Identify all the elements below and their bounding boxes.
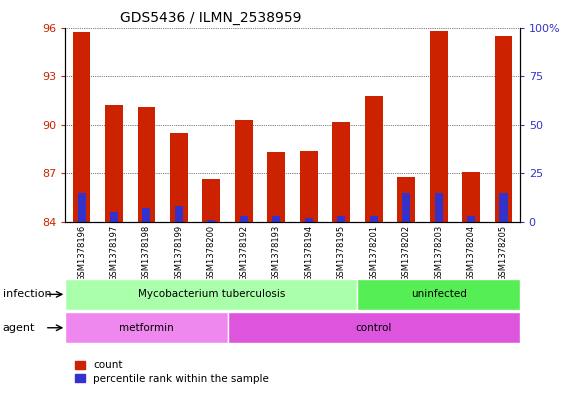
Text: GSM1378203: GSM1378203 [434, 225, 443, 281]
Bar [110, 212, 118, 222]
Bar [499, 193, 508, 222]
Legend: count, percentile rank within the sample: count, percentile rank within the sample [70, 356, 273, 388]
Bar [337, 216, 345, 222]
Text: GSM1378196: GSM1378196 [77, 225, 86, 281]
Bar [300, 151, 318, 222]
Bar [73, 32, 90, 222]
Bar [462, 172, 480, 222]
Text: GSM1378195: GSM1378195 [337, 225, 346, 281]
Text: GSM1378192: GSM1378192 [239, 225, 248, 281]
Bar [137, 107, 156, 222]
Text: Mycobacterium tuberculosis: Mycobacterium tuberculosis [137, 289, 285, 299]
Bar [495, 36, 512, 222]
Text: GSM1378204: GSM1378204 [466, 225, 475, 281]
Bar [240, 216, 248, 222]
Bar [170, 133, 188, 222]
Text: agent: agent [3, 323, 35, 333]
Bar [435, 193, 442, 222]
Text: uninfected: uninfected [411, 289, 466, 299]
Bar [65, 312, 228, 343]
Text: GSM1378199: GSM1378199 [174, 225, 183, 281]
Bar [175, 206, 183, 222]
Bar [202, 179, 220, 222]
Bar [207, 220, 215, 222]
Bar [235, 120, 253, 222]
Text: metformin: metformin [119, 323, 174, 333]
Bar [272, 216, 280, 222]
Text: GSM1378202: GSM1378202 [402, 225, 411, 281]
Text: GSM1378200: GSM1378200 [207, 225, 216, 281]
Bar [429, 31, 448, 222]
Bar [228, 312, 520, 343]
Bar [365, 95, 383, 222]
Bar [268, 152, 285, 222]
Text: infection: infection [3, 289, 52, 299]
Bar [304, 218, 313, 222]
Text: GSM1378193: GSM1378193 [272, 225, 281, 281]
Text: control: control [356, 323, 392, 333]
Bar [332, 121, 350, 222]
Text: GSM1378205: GSM1378205 [499, 225, 508, 281]
Bar [77, 193, 86, 222]
Bar [105, 105, 123, 222]
Bar [467, 216, 475, 222]
Text: GSM1378194: GSM1378194 [304, 225, 313, 281]
Bar [402, 193, 410, 222]
Bar [357, 279, 520, 310]
Bar [370, 216, 378, 222]
Text: GSM1378197: GSM1378197 [110, 225, 119, 281]
Text: GSM1378198: GSM1378198 [142, 225, 151, 281]
Text: GDS5436 / ILMN_2538959: GDS5436 / ILMN_2538959 [120, 11, 302, 25]
Bar [397, 177, 415, 222]
Bar [65, 279, 357, 310]
Text: GSM1378201: GSM1378201 [369, 225, 378, 281]
Bar [143, 208, 151, 222]
